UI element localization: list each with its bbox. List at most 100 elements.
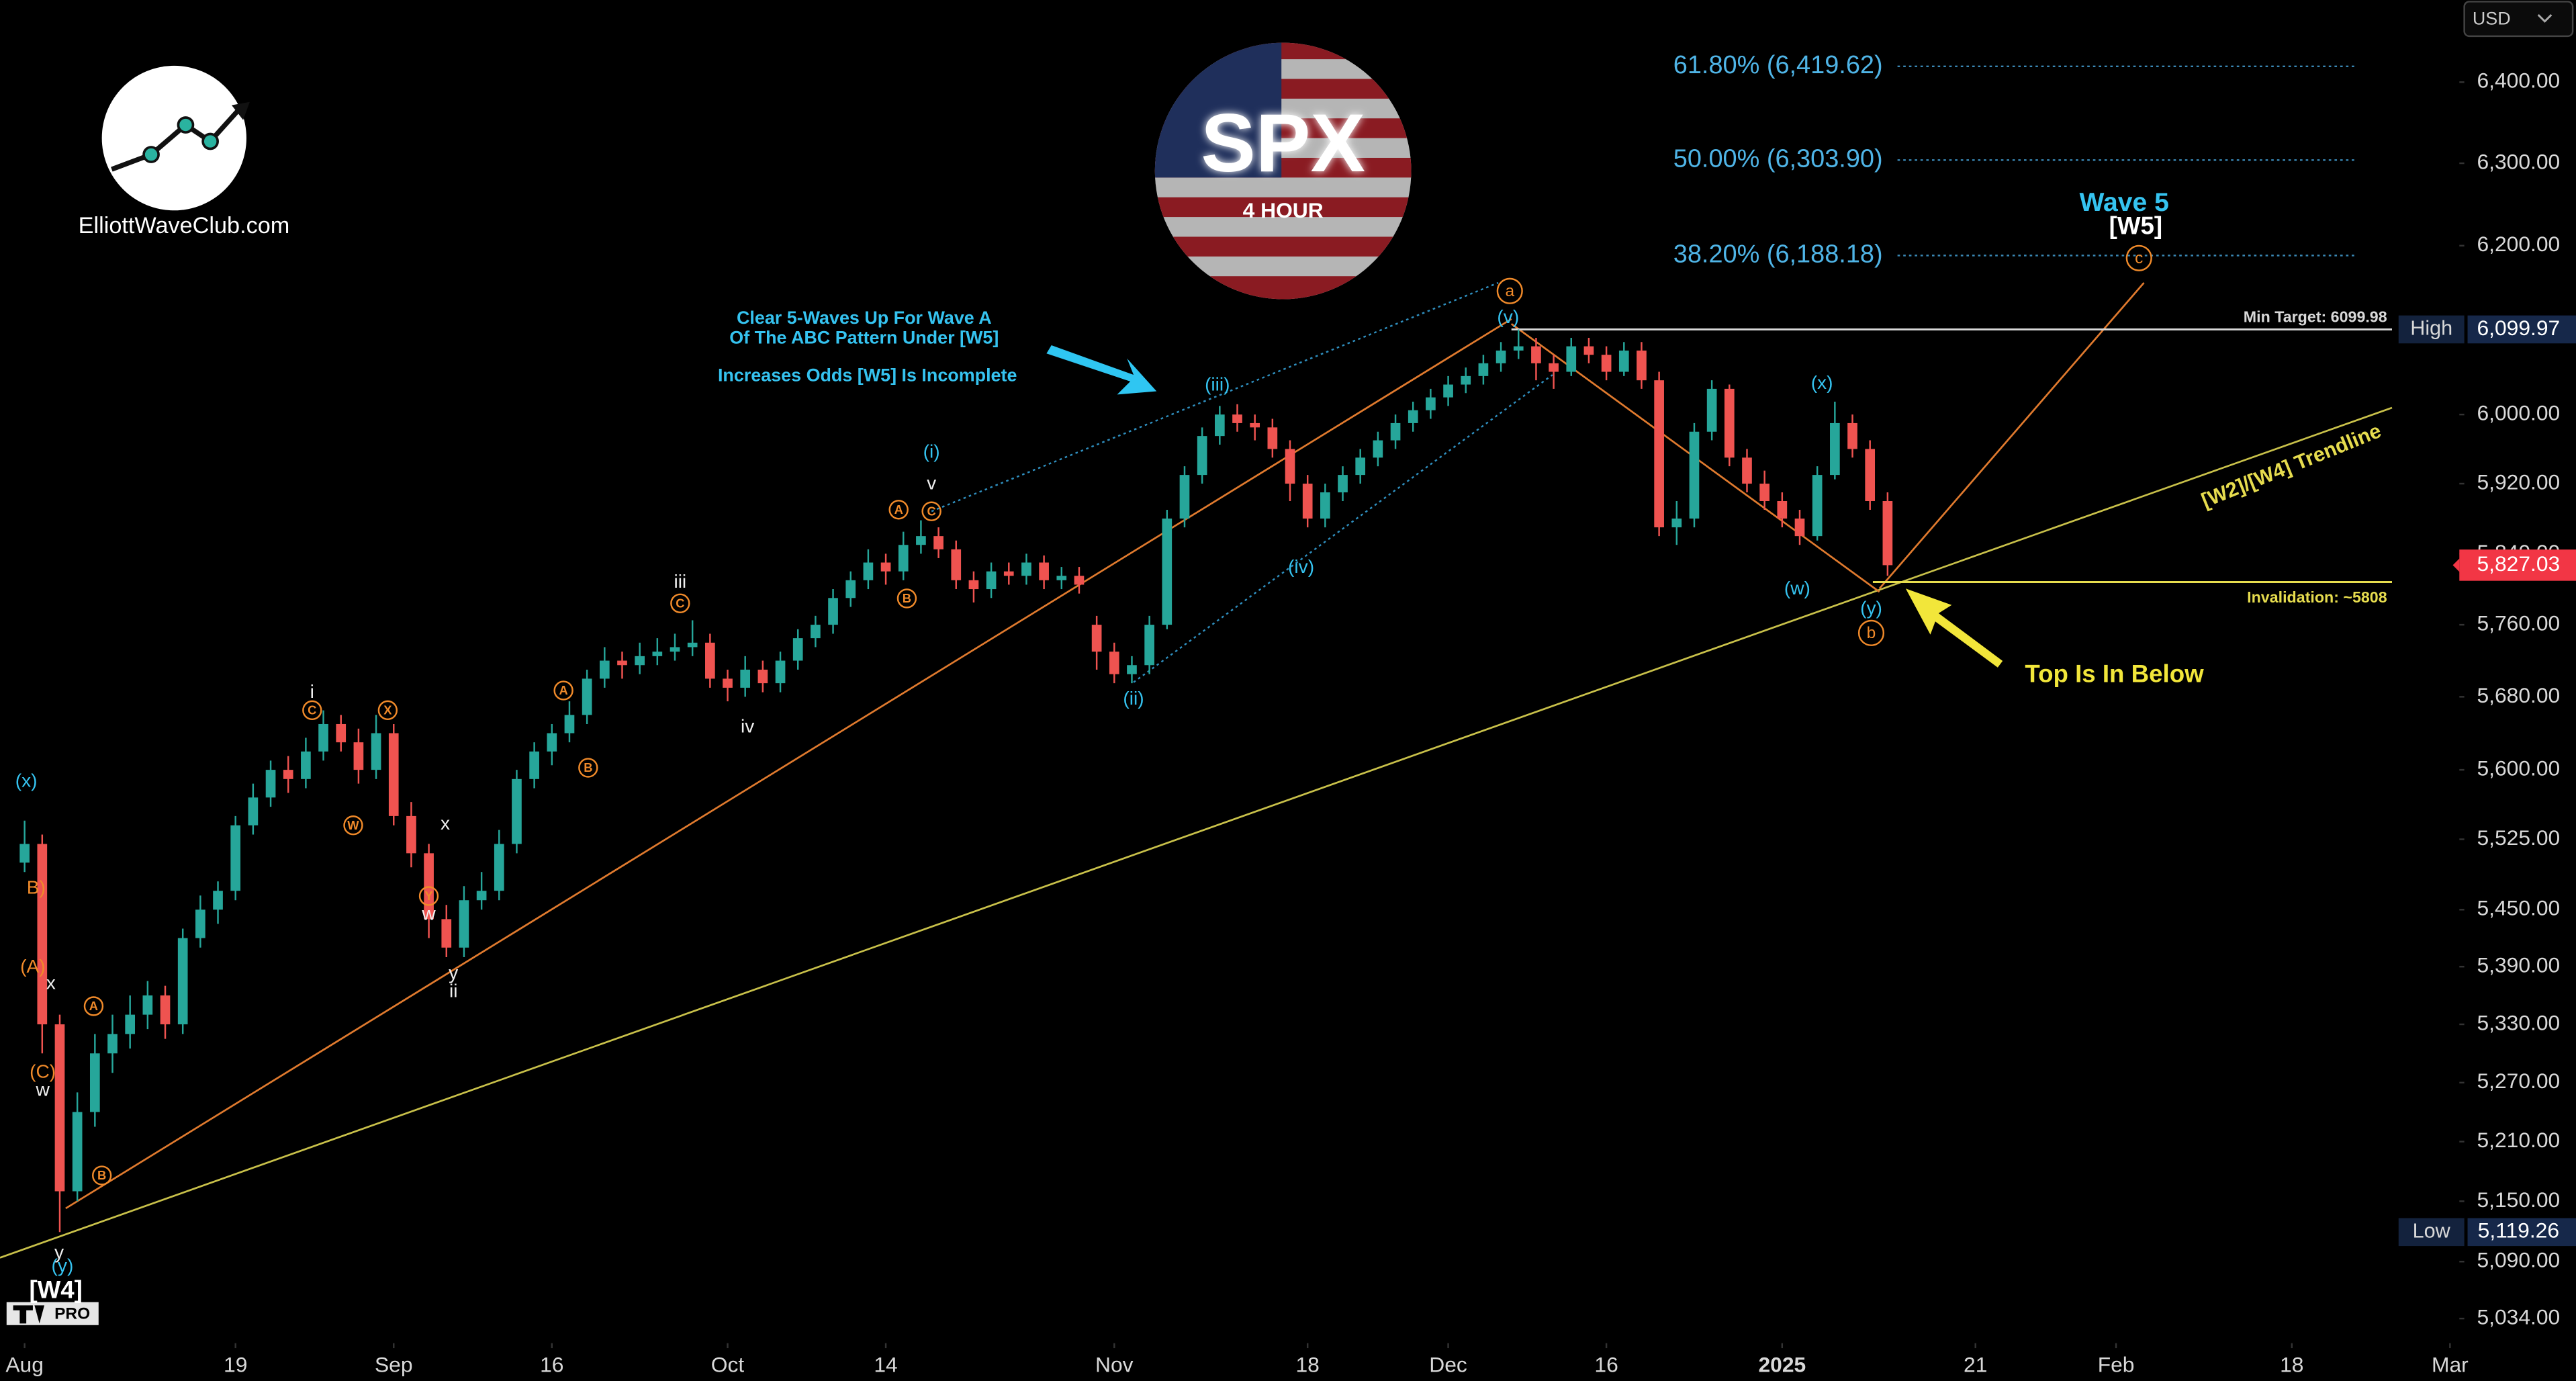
wave-label: y <box>449 963 458 983</box>
wave-label-text: X <box>383 703 392 717</box>
currency[interactable]: USD <box>2473 8 2511 28</box>
candle-body <box>1232 414 1242 423</box>
wave-label: C <box>670 593 690 613</box>
wave-label: B <box>896 588 917 609</box>
candle-body <box>318 723 328 752</box>
wave-label: ii <box>449 981 457 1001</box>
candle-body <box>459 900 469 948</box>
candle-body <box>617 660 627 666</box>
wave-label: X <box>377 700 398 721</box>
price-tag-name-box <box>2398 315 2465 344</box>
y-tick-label: 5,390.00 <box>2477 953 2560 977</box>
y-tick-label: 5,270.00 <box>2477 1069 2560 1093</box>
candle-body <box>283 770 293 779</box>
candle-body <box>792 638 803 661</box>
candle-body <box>1250 422 1260 428</box>
candle-body <box>1618 350 1629 372</box>
wave-label: Y <box>418 886 439 906</box>
annotation: Clear 5-Waves Up For Wave A <box>737 308 992 328</box>
x-tick-label: Sep <box>375 1352 413 1376</box>
candle-body <box>1179 475 1190 519</box>
wave-label-text: A <box>894 502 903 517</box>
candle-body <box>547 733 557 752</box>
wave-label-text: w <box>421 903 436 924</box>
wave-label-text: b <box>1867 624 1876 642</box>
candle-body <box>1496 350 1506 363</box>
y-tick-label: 5,150.00 <box>2477 1188 2560 1212</box>
wave-circle <box>418 886 439 906</box>
wave-label: (v) <box>1497 306 1519 327</box>
candle-body <box>529 751 539 779</box>
candle-body <box>1003 571 1014 576</box>
candle-body <box>1355 457 1366 476</box>
candle-body <box>177 938 188 1024</box>
candle-body <box>89 1053 100 1112</box>
candle-body <box>670 647 680 652</box>
candle-body <box>107 1034 118 1054</box>
candle-body <box>213 891 223 910</box>
candle-body <box>371 733 381 770</box>
candle-body <box>775 660 786 684</box>
price-tag: High 6,099.97 <box>2398 315 2576 344</box>
wave-label-text: [W5] <box>2109 212 2162 240</box>
wave-label: x <box>46 972 56 993</box>
y-tick-label: 5,090.00 <box>2477 1248 2560 1272</box>
badge-text: PRO <box>54 1304 90 1323</box>
wave-label: W <box>343 815 363 836</box>
candle-body <box>1021 562 1031 576</box>
candle-body <box>1109 652 1119 674</box>
y-tick-label: 5,920.00 <box>2477 470 2560 494</box>
wave-label: (iii) <box>1205 373 1230 394</box>
candle-body <box>1847 422 1857 449</box>
wave-label-text: y <box>449 963 458 983</box>
level-label: Min Target: 6099.98 <box>2244 308 2387 325</box>
candle-body <box>1390 422 1401 441</box>
wave-circle <box>578 758 598 778</box>
wave-label: (x) <box>15 770 38 791</box>
candle-body <box>1302 484 1313 519</box>
wave-label-text: (i) <box>923 441 940 462</box>
wave-label: A <box>83 996 104 1016</box>
y-tick-label: 5,450.00 <box>2477 896 2560 920</box>
price-tag-box <box>2467 315 2576 344</box>
price-tag: Low 5,119.26 <box>2398 1218 2576 1247</box>
wave-label: A <box>888 500 909 520</box>
wave-label-text: v <box>927 472 936 493</box>
wave-circle <box>377 700 398 721</box>
wave-label-text: B) <box>27 877 46 897</box>
candle-body <box>723 678 733 688</box>
candle-body <box>1285 449 1295 484</box>
candle-body <box>1637 350 1647 381</box>
price-tag-value: 5,119.26 <box>2478 1218 2559 1243</box>
candle-body <box>1478 363 1489 376</box>
candle-body <box>863 562 874 580</box>
candle-body <box>72 1112 83 1192</box>
candle-body <box>582 678 592 715</box>
currency-selector[interactable]: USD <box>2463 1 2574 38</box>
wave-label-text: B <box>584 760 592 774</box>
candle-body <box>1583 346 1594 355</box>
wave-label-text: (C) <box>30 1061 56 1082</box>
wave-label: (x) <box>1811 372 1833 393</box>
wave-label: C <box>302 700 322 721</box>
candle-body <box>1513 346 1524 351</box>
wave-circle <box>896 588 917 609</box>
candle-body <box>951 549 962 580</box>
x-tick-label: 2025 <box>1758 1352 1806 1376</box>
candle-body <box>248 797 259 826</box>
wave-circle <box>888 500 909 520</box>
fib-label: 38.20% (6,188.18) <box>1673 240 1883 268</box>
x-tick-label: Mar <box>2432 1352 2469 1376</box>
annotation: Wave 5 <box>2080 188 2169 217</box>
price-tag-value: 6,099.97 <box>2477 316 2560 340</box>
wave-label-text: w <box>35 1079 50 1100</box>
price-tag-value: 5,827.03 <box>2477 551 2560 576</box>
wave-label: c <box>2125 244 2152 271</box>
candle-body <box>1267 427 1278 449</box>
candle-body <box>1566 346 1577 372</box>
annotation: Top Is In Below <box>2025 660 2204 688</box>
wave-label: (ii) <box>1123 688 1144 709</box>
wave-label: (y) <box>52 1255 74 1276</box>
y-tick-label: 6,400.00 <box>2477 69 2560 93</box>
wave-label-text: (y) <box>52 1255 74 1276</box>
